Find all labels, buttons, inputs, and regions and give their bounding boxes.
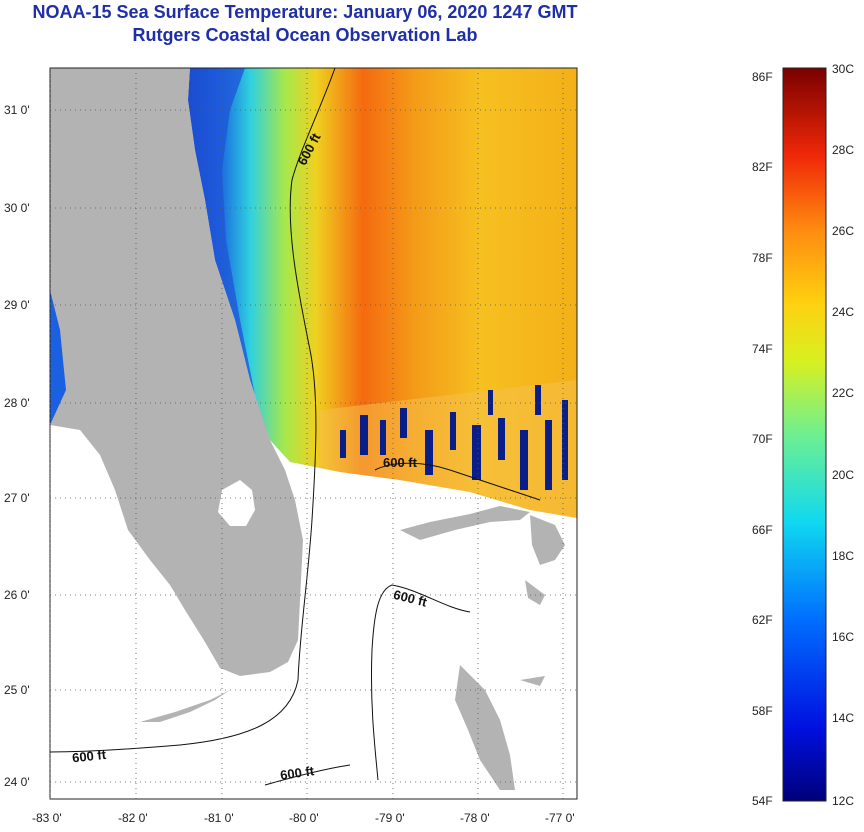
- bimini: [520, 676, 545, 686]
- lat-label-30: 30 0': [4, 201, 30, 215]
- contour-600ft-bahamas-south: [370, 584, 471, 781]
- lake-okeechobee: [218, 480, 255, 526]
- abaco: [530, 515, 565, 565]
- cb-c-22: 22C: [832, 386, 855, 400]
- cb-f-62: 62F: [752, 613, 773, 627]
- cb-c-12: 12C: [832, 794, 855, 808]
- cold-coastal-water: [188, 68, 270, 440]
- andros: [455, 665, 515, 790]
- map-subtitle: Rutgers Coastal Ocean Observation Lab: [132, 25, 478, 45]
- contour-label-5: 600 ft: [279, 763, 315, 783]
- colorbar: [782, 67, 827, 802]
- lon-label-79: -79 0': [375, 811, 405, 825]
- lat-label-28: 28 0': [4, 396, 30, 410]
- lat-label-27: 27 0': [4, 491, 30, 505]
- lon-label-82: -82 0': [118, 811, 148, 825]
- gridlines: [49, 68, 577, 799]
- cb-f-86: 86F: [752, 70, 773, 84]
- contour-label-4: 600 ft: [71, 747, 107, 766]
- lat-label-24: 24 0': [4, 775, 30, 789]
- cb-c-26: 26C: [832, 224, 855, 238]
- cb-c-14: 14C: [832, 711, 855, 725]
- lon-label-81: -81 0': [204, 811, 234, 825]
- cb-c-30: 30C: [832, 62, 855, 76]
- cloud-speckle: [340, 385, 568, 490]
- lon-label-77: -77 0': [545, 811, 575, 825]
- lat-label-29: 29 0': [4, 298, 30, 312]
- cb-c-28: 28C: [832, 143, 855, 157]
- cb-f-70: 70F: [752, 432, 773, 446]
- eleuthera: [525, 580, 545, 605]
- cb-c-24: 24C: [832, 305, 855, 319]
- cb-f-78: 78F: [752, 251, 773, 265]
- contour-600ft-florida-current: [50, 68, 336, 753]
- lon-label-83: -83 0': [32, 811, 62, 825]
- lat-label-26: 26 0': [4, 588, 30, 602]
- cb-f-58: 58F: [752, 704, 773, 718]
- lat-label-31: 31 0': [4, 103, 30, 117]
- cb-c-18: 18C: [832, 549, 855, 563]
- cb-f-82: 82F: [752, 160, 773, 174]
- cb-f-54: 54F: [752, 794, 773, 808]
- grand-bahama: [400, 506, 530, 540]
- cb-f-74: 74F: [752, 342, 773, 356]
- cb-c-20: 20C: [832, 468, 855, 482]
- contour-label-2: 600 ft: [383, 455, 418, 470]
- cb-c-16: 16C: [832, 630, 855, 644]
- cb-f-66: 66F: [752, 523, 773, 537]
- lon-label-78: -78 0': [460, 811, 490, 825]
- lon-label-80: -80 0': [289, 811, 319, 825]
- cloud-noise-region: [320, 380, 577, 518]
- contour-600ft-bahamas-north: [374, 462, 541, 501]
- map-title: NOAA-15 Sea Surface Temperature: January…: [32, 2, 578, 22]
- lat-label-25: 25 0': [4, 683, 30, 697]
